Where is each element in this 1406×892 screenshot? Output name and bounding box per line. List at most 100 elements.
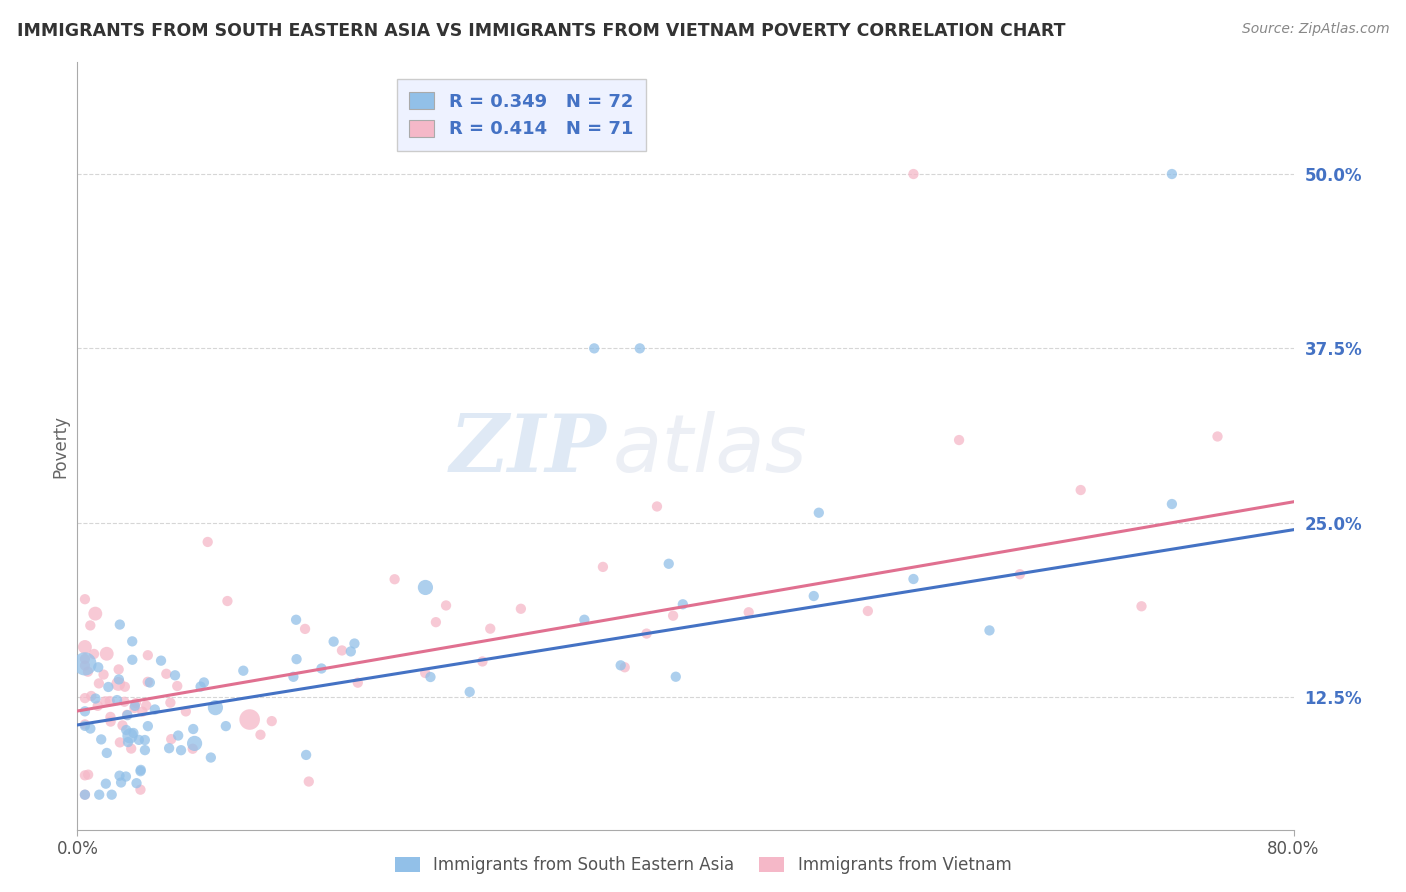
Point	[73, 719, 96, 733]
Point	[285, 613, 308, 627]
Point	[166, 679, 188, 693]
Point	[93, 667, 115, 681]
Point	[129, 763, 152, 777]
Point	[181, 741, 204, 756]
Point	[79, 618, 101, 632]
Point	[131, 705, 153, 719]
Point	[298, 774, 321, 789]
Point	[108, 769, 131, 783]
Point	[129, 764, 152, 779]
Point	[613, 660, 636, 674]
Point	[249, 728, 271, 742]
Point	[117, 735, 139, 749]
Point	[583, 342, 606, 356]
Point	[672, 597, 695, 611]
Point	[87, 676, 110, 690]
Point	[283, 670, 305, 684]
Point	[73, 704, 96, 718]
Point	[120, 741, 142, 756]
Point	[294, 622, 316, 636]
Point	[94, 694, 117, 708]
Point	[80, 689, 103, 703]
Point	[107, 662, 129, 676]
Point	[135, 698, 157, 713]
Point	[117, 708, 139, 723]
Point	[509, 601, 531, 615]
Point	[89, 788, 111, 802]
Point	[413, 665, 436, 680]
Point	[215, 719, 238, 733]
Point	[84, 691, 107, 706]
Point	[346, 675, 368, 690]
Point	[136, 674, 159, 689]
Point	[183, 736, 205, 750]
Point	[285, 652, 308, 666]
Point	[134, 733, 156, 747]
Point	[738, 605, 761, 619]
Point	[118, 729, 141, 743]
Text: IMMIGRANTS FROM SOUTH EASTERN ASIA VS IMMIGRANTS FROM VIETNAM POVERTY CORRELATIO: IMMIGRANTS FROM SOUTH EASTERN ASIA VS IM…	[17, 22, 1066, 40]
Point	[83, 647, 105, 661]
Point	[163, 668, 186, 682]
Point	[1008, 567, 1031, 582]
Point	[948, 433, 970, 447]
Point	[73, 658, 96, 673]
Point	[658, 557, 681, 571]
Point	[471, 655, 494, 669]
Point	[295, 747, 318, 762]
Point	[1161, 497, 1184, 511]
Point	[115, 707, 138, 722]
Point	[155, 666, 177, 681]
Point	[90, 732, 112, 747]
Legend: R = 0.349   N = 72, R = 0.414   N = 71: R = 0.349 N = 72, R = 0.414 N = 71	[396, 79, 645, 151]
Point	[115, 770, 138, 784]
Point	[87, 660, 110, 674]
Point	[343, 636, 366, 650]
Point	[136, 648, 159, 663]
Point	[108, 673, 131, 687]
Point	[94, 777, 117, 791]
Point	[204, 700, 226, 714]
Point	[592, 560, 614, 574]
Point	[77, 665, 100, 679]
Point	[419, 670, 441, 684]
Point	[665, 670, 688, 684]
Point	[125, 776, 148, 790]
Point	[458, 685, 481, 699]
Point	[150, 654, 173, 668]
Point	[1206, 429, 1229, 443]
Point	[110, 775, 132, 789]
Text: ZIP: ZIP	[450, 411, 606, 489]
Point	[73, 652, 96, 666]
Point	[200, 750, 222, 764]
Point	[96, 647, 118, 661]
Point	[479, 622, 502, 636]
Point	[159, 696, 181, 710]
Point	[108, 617, 131, 632]
Point	[160, 732, 183, 747]
Point	[190, 680, 212, 694]
Point	[84, 607, 107, 621]
Point	[197, 535, 219, 549]
Point	[143, 702, 166, 716]
Point	[807, 506, 830, 520]
Point	[73, 768, 96, 782]
Point	[100, 788, 122, 802]
Point	[425, 615, 447, 629]
Point	[217, 594, 239, 608]
Point	[122, 726, 145, 740]
Point	[167, 729, 190, 743]
Point	[134, 743, 156, 757]
Point	[86, 698, 108, 713]
Point	[1070, 483, 1092, 497]
Point	[73, 640, 96, 654]
Point	[121, 653, 143, 667]
Point	[115, 723, 138, 737]
Point	[239, 713, 262, 727]
Point	[574, 613, 596, 627]
Point	[628, 342, 651, 356]
Point	[193, 675, 215, 690]
Point	[112, 695, 135, 709]
Point	[662, 608, 685, 623]
Point	[128, 732, 150, 747]
